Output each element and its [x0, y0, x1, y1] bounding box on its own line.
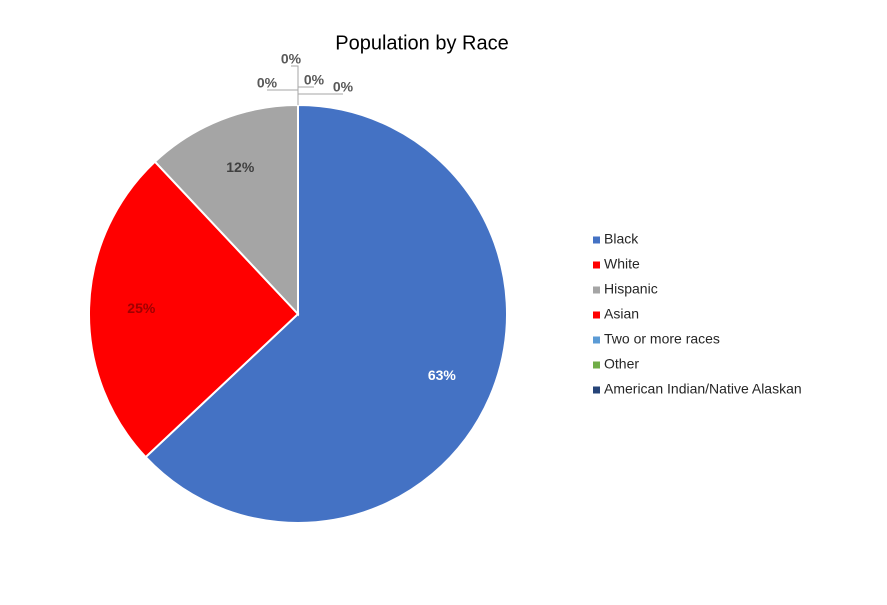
leader-line — [267, 89, 299, 105]
legend-label: Asian — [604, 306, 639, 322]
legend-label: Two or more races — [604, 331, 720, 347]
legend-marker — [593, 261, 600, 269]
legend-marker — [593, 311, 600, 319]
legend-label: Other — [604, 356, 639, 372]
chart-title: Population by Race — [335, 32, 508, 54]
value-label: 0% — [257, 75, 278, 91]
legend-label: American Indian/Native Alaskan — [604, 381, 802, 397]
leader-line — [297, 86, 314, 105]
legend-label: Hispanic — [604, 281, 658, 297]
legend-marker — [593, 286, 600, 294]
value-label: 12% — [226, 159, 255, 175]
value-label: 0% — [333, 79, 354, 95]
value-label: 0% — [304, 72, 325, 88]
pie-slice — [144, 103, 508, 524]
pie-slice — [88, 160, 300, 459]
leader-line — [297, 93, 343, 105]
value-label: 63% — [428, 367, 457, 383]
legend-marker — [593, 236, 600, 244]
legend-marker — [593, 386, 600, 394]
value-label: 25% — [127, 300, 156, 316]
leader-line — [291, 65, 299, 105]
legend-label: White — [604, 256, 640, 272]
legend-marker — [593, 336, 600, 344]
value-label: 0% — [281, 51, 302, 67]
pie-slice — [153, 103, 299, 317]
legend-label: Black — [604, 231, 639, 247]
legend-marker — [593, 361, 600, 369]
